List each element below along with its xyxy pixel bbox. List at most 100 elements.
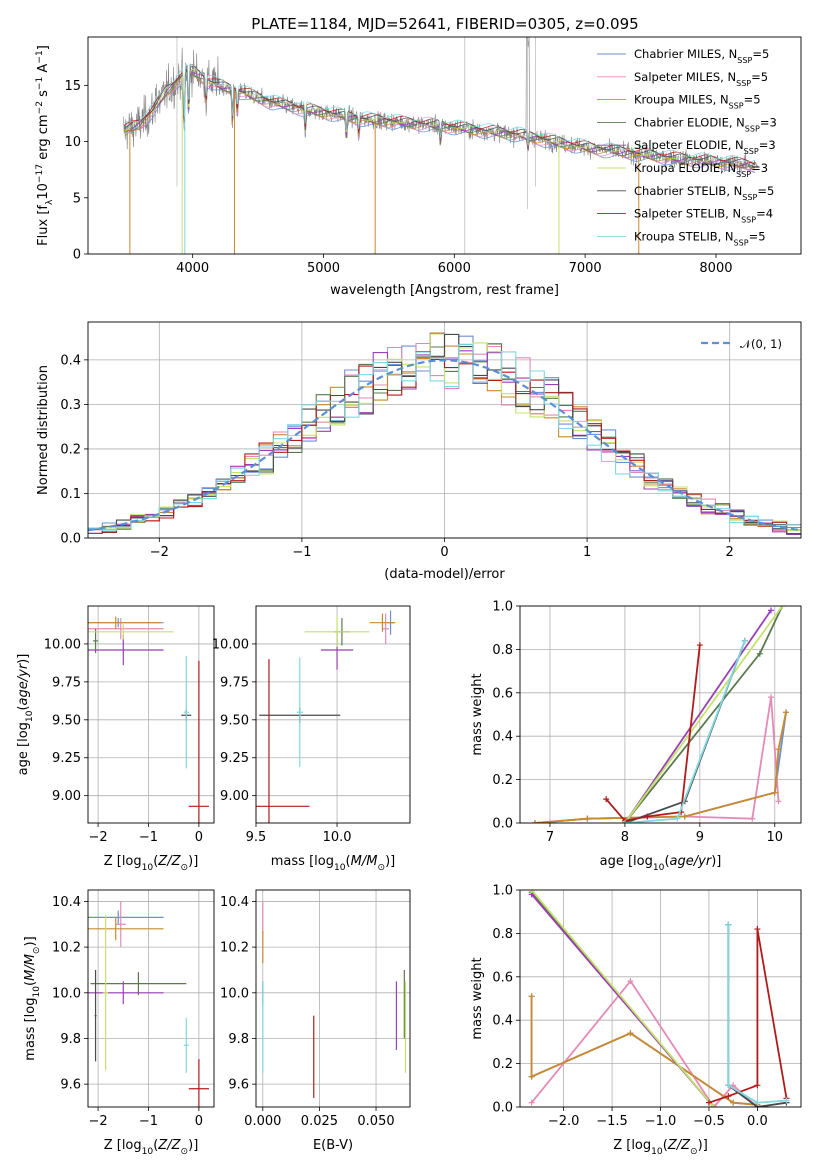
x-tick-label: 8000 bbox=[699, 261, 732, 276]
label-fragment: Salpeter STELIB, N bbox=[634, 207, 741, 221]
label-fragment: age/yr bbox=[670, 854, 713, 869]
label-fragment: ⊙ bbox=[690, 1147, 698, 1157]
label-fragment: Z/Z bbox=[667, 1138, 691, 1153]
x-tick-label: 2 bbox=[726, 545, 734, 560]
label-fragment: age [log bbox=[16, 722, 31, 775]
label-fragment: age/yr bbox=[16, 662, 31, 705]
data-point bbox=[183, 656, 189, 769]
x-tick-label: 0.000 bbox=[244, 1114, 281, 1129]
label-fragment: ( bbox=[664, 854, 669, 869]
data-point bbox=[90, 972, 187, 996]
y-tick-label: 0.6 bbox=[492, 970, 513, 985]
x-tick-label: −1 bbox=[139, 1114, 158, 1129]
data-point bbox=[188, 1059, 209, 1107]
label-fragment: Salpeter ELODIE, N bbox=[634, 138, 744, 152]
y-tick-label: 9.50 bbox=[220, 713, 249, 728]
label-fragment: Z [log bbox=[104, 1138, 142, 1153]
label-fragment: −17 bbox=[35, 164, 45, 183]
label-fragment: M/M bbox=[351, 854, 378, 869]
legend-entry: 𝒩(0, 1) bbox=[740, 337, 782, 351]
legend-entry: Kroupa ELODIE, NSSP=3 bbox=[634, 161, 768, 179]
point-marker bbox=[528, 1099, 535, 1106]
axes-frame bbox=[87, 36, 802, 255]
legend-entry: Salpeter STELIB, NSSP=4 bbox=[634, 207, 773, 225]
x-tick-label: 0 bbox=[195, 830, 203, 845]
point-marker bbox=[741, 637, 748, 644]
y-tick-label: 0.0 bbox=[492, 1101, 513, 1116]
label-fragment: A bbox=[36, 64, 51, 77]
data-point bbox=[88, 624, 174, 640]
label-fragment: =3 bbox=[760, 115, 777, 129]
y-tick-label: 9.75 bbox=[220, 675, 249, 690]
data-point bbox=[296, 657, 304, 767]
y-tick-label: 0.8 bbox=[492, 643, 513, 658]
legend-entry: Salpeter MILES, NSSP=5 bbox=[634, 70, 768, 88]
point-marker bbox=[775, 746, 782, 753]
y-tick-label: 9.25 bbox=[220, 751, 249, 766]
x-axis-label: Z [log10(Z/Z⊙)] bbox=[613, 1138, 708, 1157]
weight-line bbox=[624, 609, 772, 823]
data-point bbox=[188, 660, 209, 823]
x-tick-label: 9.5 bbox=[246, 830, 267, 845]
y-axis-label: mass weight bbox=[470, 957, 485, 1039]
label-fragment: Salpeter MILES, N bbox=[634, 70, 736, 84]
y-tick-label: 9.6 bbox=[228, 1078, 249, 1093]
y-tick-label: 0.6 bbox=[492, 686, 513, 701]
label-fragment: age [log bbox=[600, 854, 653, 869]
x-axis-label: (data-model)/error bbox=[384, 567, 505, 582]
y-tick-label: 0.2 bbox=[492, 773, 513, 788]
label-fragment: Kroupa STELIB, N bbox=[634, 229, 734, 243]
y-tick-label: 0.8 bbox=[492, 927, 513, 942]
label-fragment: Flux [f bbox=[36, 205, 51, 246]
x-tick-label: 0.0 bbox=[747, 1114, 768, 1129]
y-tick-label: 10 bbox=[64, 135, 81, 150]
label-fragment: =3 bbox=[759, 138, 776, 152]
label-fragment: )] bbox=[385, 854, 395, 869]
label-fragment: mass [log bbox=[23, 998, 38, 1061]
legend-entry: Chabrier ELODIE, NSSP=3 bbox=[634, 115, 777, 132]
x-tick-label: 8 bbox=[621, 830, 629, 845]
label-fragment: ⊙ bbox=[32, 946, 42, 954]
label-fragment: ⊙ bbox=[181, 863, 189, 873]
label-fragment: ( bbox=[346, 854, 351, 869]
label-fragment: ⊙ bbox=[181, 1147, 189, 1157]
y-tick-label: 0.0 bbox=[492, 817, 513, 832]
data-point bbox=[88, 910, 164, 925]
x-tick-label: −1 bbox=[139, 830, 158, 845]
label-fragment: =5 bbox=[744, 93, 761, 107]
y-tick-label: 1.0 bbox=[492, 884, 513, 899]
label-fragment: SSP bbox=[745, 124, 760, 133]
point-marker bbox=[730, 1099, 737, 1106]
label-fragment: SSP bbox=[734, 238, 749, 247]
y-axis-label: mass weight bbox=[470, 673, 485, 755]
point-marker bbox=[783, 709, 790, 716]
y-tick-label: 9.8 bbox=[60, 1032, 81, 1047]
point-marker bbox=[710, 1104, 717, 1107]
x-tick-label: 9 bbox=[696, 830, 704, 845]
x-tick-label: 0.025 bbox=[301, 1114, 338, 1129]
y-tick-label: 0 bbox=[73, 248, 81, 263]
point-marker bbox=[749, 815, 756, 822]
label-fragment: mass [log bbox=[271, 854, 334, 869]
weight-line bbox=[530, 890, 715, 1107]
y-tick-label: 10.00 bbox=[44, 637, 81, 652]
point-marker bbox=[771, 789, 778, 796]
data-point bbox=[88, 981, 164, 1005]
point-marker bbox=[775, 798, 782, 805]
data-point bbox=[382, 613, 389, 644]
point-marker bbox=[725, 1093, 732, 1100]
label-fragment: −1 bbox=[35, 77, 45, 90]
histogram-steps bbox=[88, 333, 801, 532]
axes-frame bbox=[255, 889, 411, 1108]
gaussian-curve bbox=[88, 359, 801, 532]
y-tick-label: 10.2 bbox=[52, 941, 81, 956]
y-axis-label: Flux [fλ10−17 erg cm−2 s−1 A−1] bbox=[35, 45, 55, 246]
plot-area bbox=[88, 616, 209, 823]
point-marker bbox=[528, 993, 535, 1000]
label-fragment: ( bbox=[16, 705, 31, 710]
plot-area bbox=[256, 610, 396, 823]
x-tick-label: 4000 bbox=[176, 261, 209, 276]
label-fragment: SSP bbox=[742, 192, 757, 201]
